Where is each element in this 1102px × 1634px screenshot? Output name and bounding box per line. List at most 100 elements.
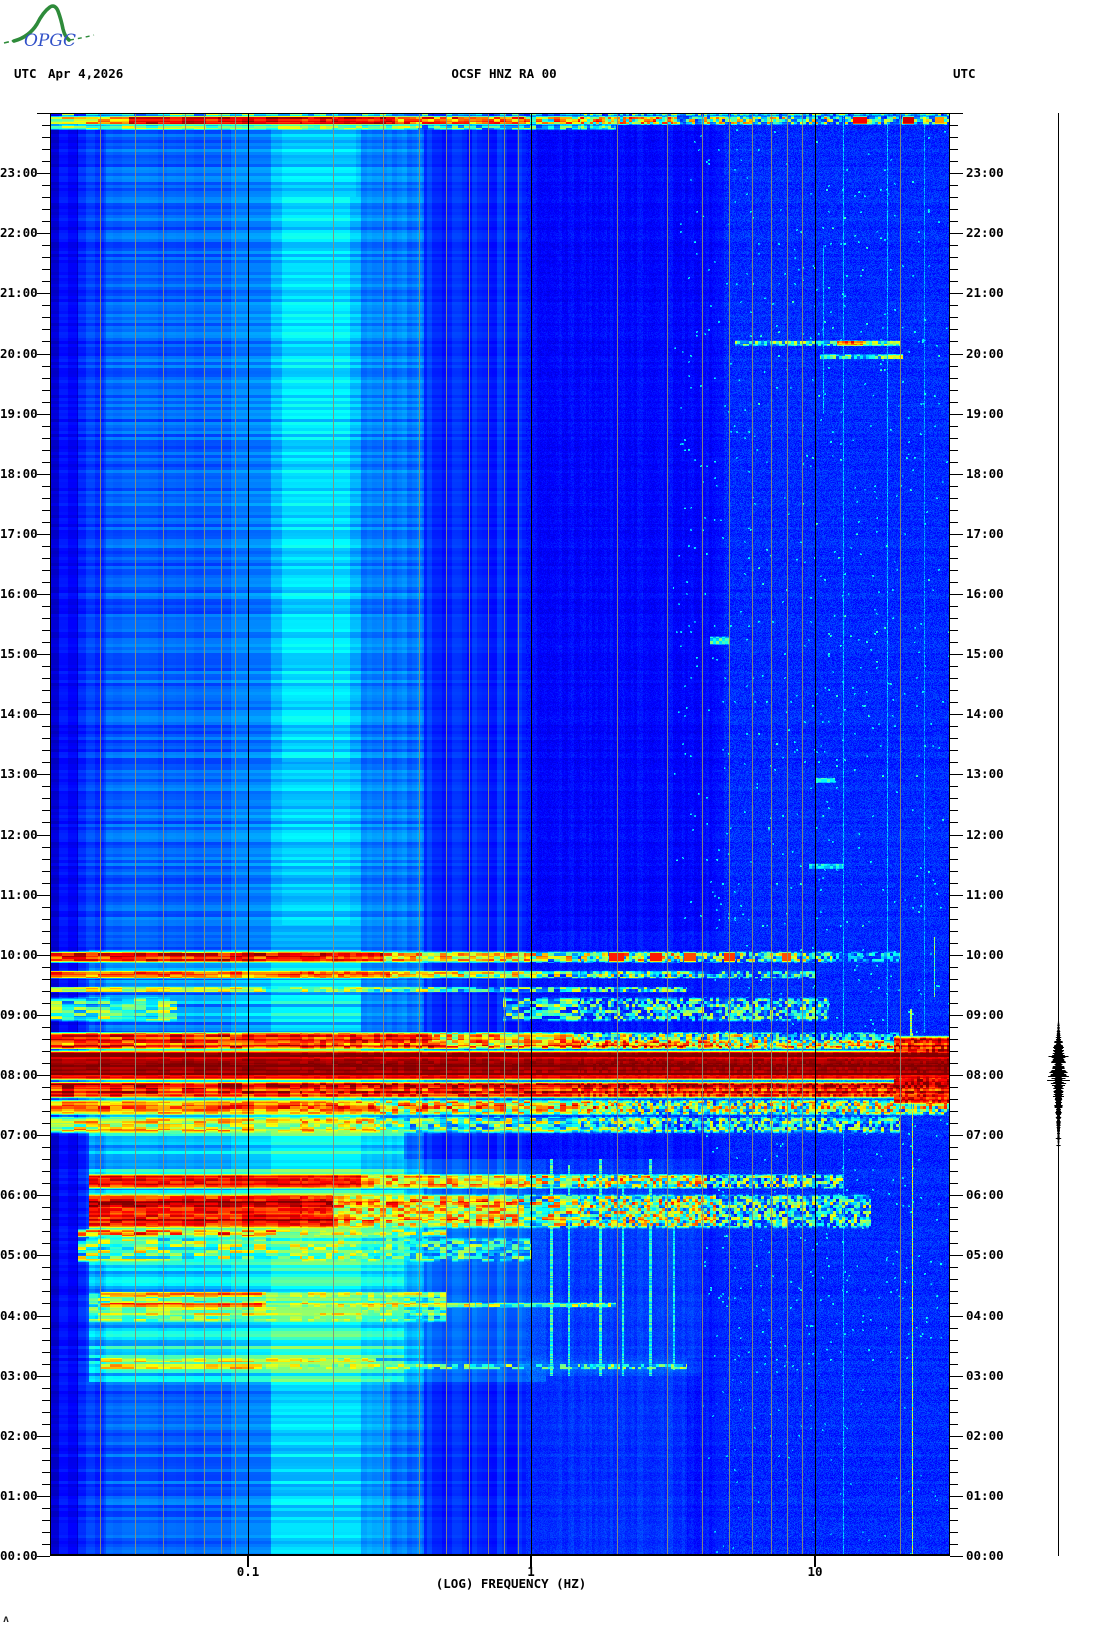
time-tick-minor bbox=[950, 498, 958, 499]
time-tick-minor bbox=[950, 245, 958, 246]
time-tick-hour bbox=[950, 594, 963, 595]
time-label-right: 13:00 bbox=[966, 766, 1004, 782]
time-tick-minor bbox=[950, 317, 958, 318]
time-tick-minor bbox=[42, 1520, 50, 1521]
time-tick-minor bbox=[950, 510, 958, 511]
time-tick-minor bbox=[950, 125, 958, 126]
time-tick-minor bbox=[950, 1328, 958, 1329]
time-tick-minor bbox=[950, 1099, 958, 1100]
time-tick-minor bbox=[950, 919, 958, 920]
time-tick-minor bbox=[42, 546, 50, 547]
time-tick-hour bbox=[37, 1075, 50, 1076]
time-label-left: 19:00 bbox=[0, 405, 38, 421]
time-tick-minor bbox=[42, 606, 50, 607]
time-tick-minor bbox=[950, 269, 958, 270]
time-tick-minor bbox=[950, 1291, 958, 1292]
time-tick-minor bbox=[950, 185, 958, 186]
time-label-left: 00:00 bbox=[0, 1548, 38, 1563]
time-tick-minor bbox=[42, 426, 50, 427]
freq-tick-label: 1 bbox=[527, 1564, 535, 1579]
time-tick-hour bbox=[37, 835, 50, 836]
time-tick-minor bbox=[42, 1063, 50, 1064]
time-label-left: 15:00 bbox=[0, 646, 38, 662]
time-tick-minor bbox=[42, 1219, 50, 1220]
time-tick-hour bbox=[950, 293, 963, 294]
time-tick-minor bbox=[42, 1544, 50, 1545]
time-tick-hour bbox=[37, 1255, 50, 1256]
time-tick-minor bbox=[42, 1183, 50, 1184]
time-tick-minor bbox=[42, 486, 50, 487]
time-tick-minor bbox=[42, 317, 50, 318]
time-tick-minor bbox=[950, 1412, 958, 1413]
time-tick-minor bbox=[950, 979, 958, 980]
time-tick-minor bbox=[42, 702, 50, 703]
time-label-left: 06:00 bbox=[0, 1187, 38, 1203]
time-label-right: 08:00 bbox=[966, 1067, 1004, 1082]
time-tick-hour bbox=[950, 474, 963, 475]
time-tick-minor bbox=[950, 931, 958, 932]
time-tick-minor bbox=[42, 1352, 50, 1353]
time-label-right: 21:00 bbox=[966, 285, 1004, 301]
time-tick-minor bbox=[42, 558, 50, 559]
time-tick-minor bbox=[42, 1111, 50, 1112]
time-tick-minor bbox=[950, 690, 958, 691]
time-tick-minor bbox=[42, 570, 50, 571]
time-tick-minor bbox=[42, 798, 50, 799]
time-label-left: 14:00 bbox=[0, 706, 38, 722]
time-tick-hour bbox=[37, 354, 50, 355]
time-tick-minor bbox=[950, 281, 958, 282]
time-tick-hour bbox=[950, 1376, 963, 1377]
time-tick-hour bbox=[950, 1015, 963, 1016]
time-tick-minor bbox=[42, 1159, 50, 1160]
time-tick-minor bbox=[950, 1039, 958, 1040]
time-tick-hour bbox=[950, 113, 963, 114]
time-tick-minor bbox=[950, 642, 958, 643]
time-label-left: 21:00 bbox=[0, 285, 38, 301]
time-label-left: 02:00 bbox=[0, 1427, 38, 1443]
time-tick-minor bbox=[950, 366, 958, 367]
time-label-right: 02:00 bbox=[966, 1427, 1004, 1443]
seismogram-trace-canvas bbox=[1028, 113, 1088, 1556]
time-tick-minor bbox=[950, 1340, 958, 1341]
time-tick-minor bbox=[950, 329, 958, 330]
time-tick-minor bbox=[950, 402, 958, 403]
frequency-axis-label: (LOG) FREQUENCY (HZ) bbox=[435, 1576, 587, 1591]
time-tick-minor bbox=[950, 1219, 958, 1220]
time-tick-minor bbox=[42, 257, 50, 258]
time-tick-minor bbox=[42, 366, 50, 367]
time-tick-minor bbox=[42, 1267, 50, 1268]
time-tick-minor bbox=[42, 1231, 50, 1232]
time-tick-hour bbox=[37, 173, 50, 174]
time-label-left: 17:00 bbox=[0, 525, 38, 541]
time-tick-minor bbox=[950, 1111, 958, 1112]
header-date: Apr 4,2026 bbox=[48, 66, 124, 81]
time-tick-minor bbox=[950, 1051, 958, 1052]
time-tick-minor bbox=[950, 546, 958, 547]
time-tick-minor bbox=[950, 426, 958, 427]
time-tick-minor bbox=[950, 390, 958, 391]
time-tick-minor bbox=[42, 402, 50, 403]
time-label-left: 08:00 bbox=[0, 1067, 38, 1082]
time-label-left: 09:00 bbox=[0, 1006, 38, 1022]
time-tick-minor bbox=[950, 1520, 958, 1521]
logo-tail-right-icon bbox=[69, 34, 95, 41]
time-tick-minor bbox=[950, 221, 958, 222]
time-tick-minor bbox=[42, 738, 50, 739]
time-tick-minor bbox=[950, 666, 958, 667]
time-tick-hour bbox=[950, 1075, 963, 1076]
opgc-logo: OPGC bbox=[3, 4, 95, 51]
time-tick-hour bbox=[37, 113, 50, 114]
time-tick-minor bbox=[42, 1472, 50, 1473]
time-tick-minor bbox=[42, 859, 50, 860]
time-tick-hour bbox=[950, 1436, 963, 1437]
time-label-left: 05:00 bbox=[0, 1247, 38, 1263]
time-tick-minor bbox=[42, 125, 50, 126]
time-tick-minor bbox=[42, 919, 50, 920]
time-label-right: 17:00 bbox=[966, 525, 1004, 541]
time-tick-minor bbox=[42, 221, 50, 222]
time-label-left: 10:00 bbox=[0, 946, 38, 962]
time-tick-minor bbox=[42, 438, 50, 439]
time-tick-minor bbox=[42, 630, 50, 631]
time-tick-minor bbox=[42, 1532, 50, 1533]
time-tick-hour bbox=[37, 714, 50, 715]
